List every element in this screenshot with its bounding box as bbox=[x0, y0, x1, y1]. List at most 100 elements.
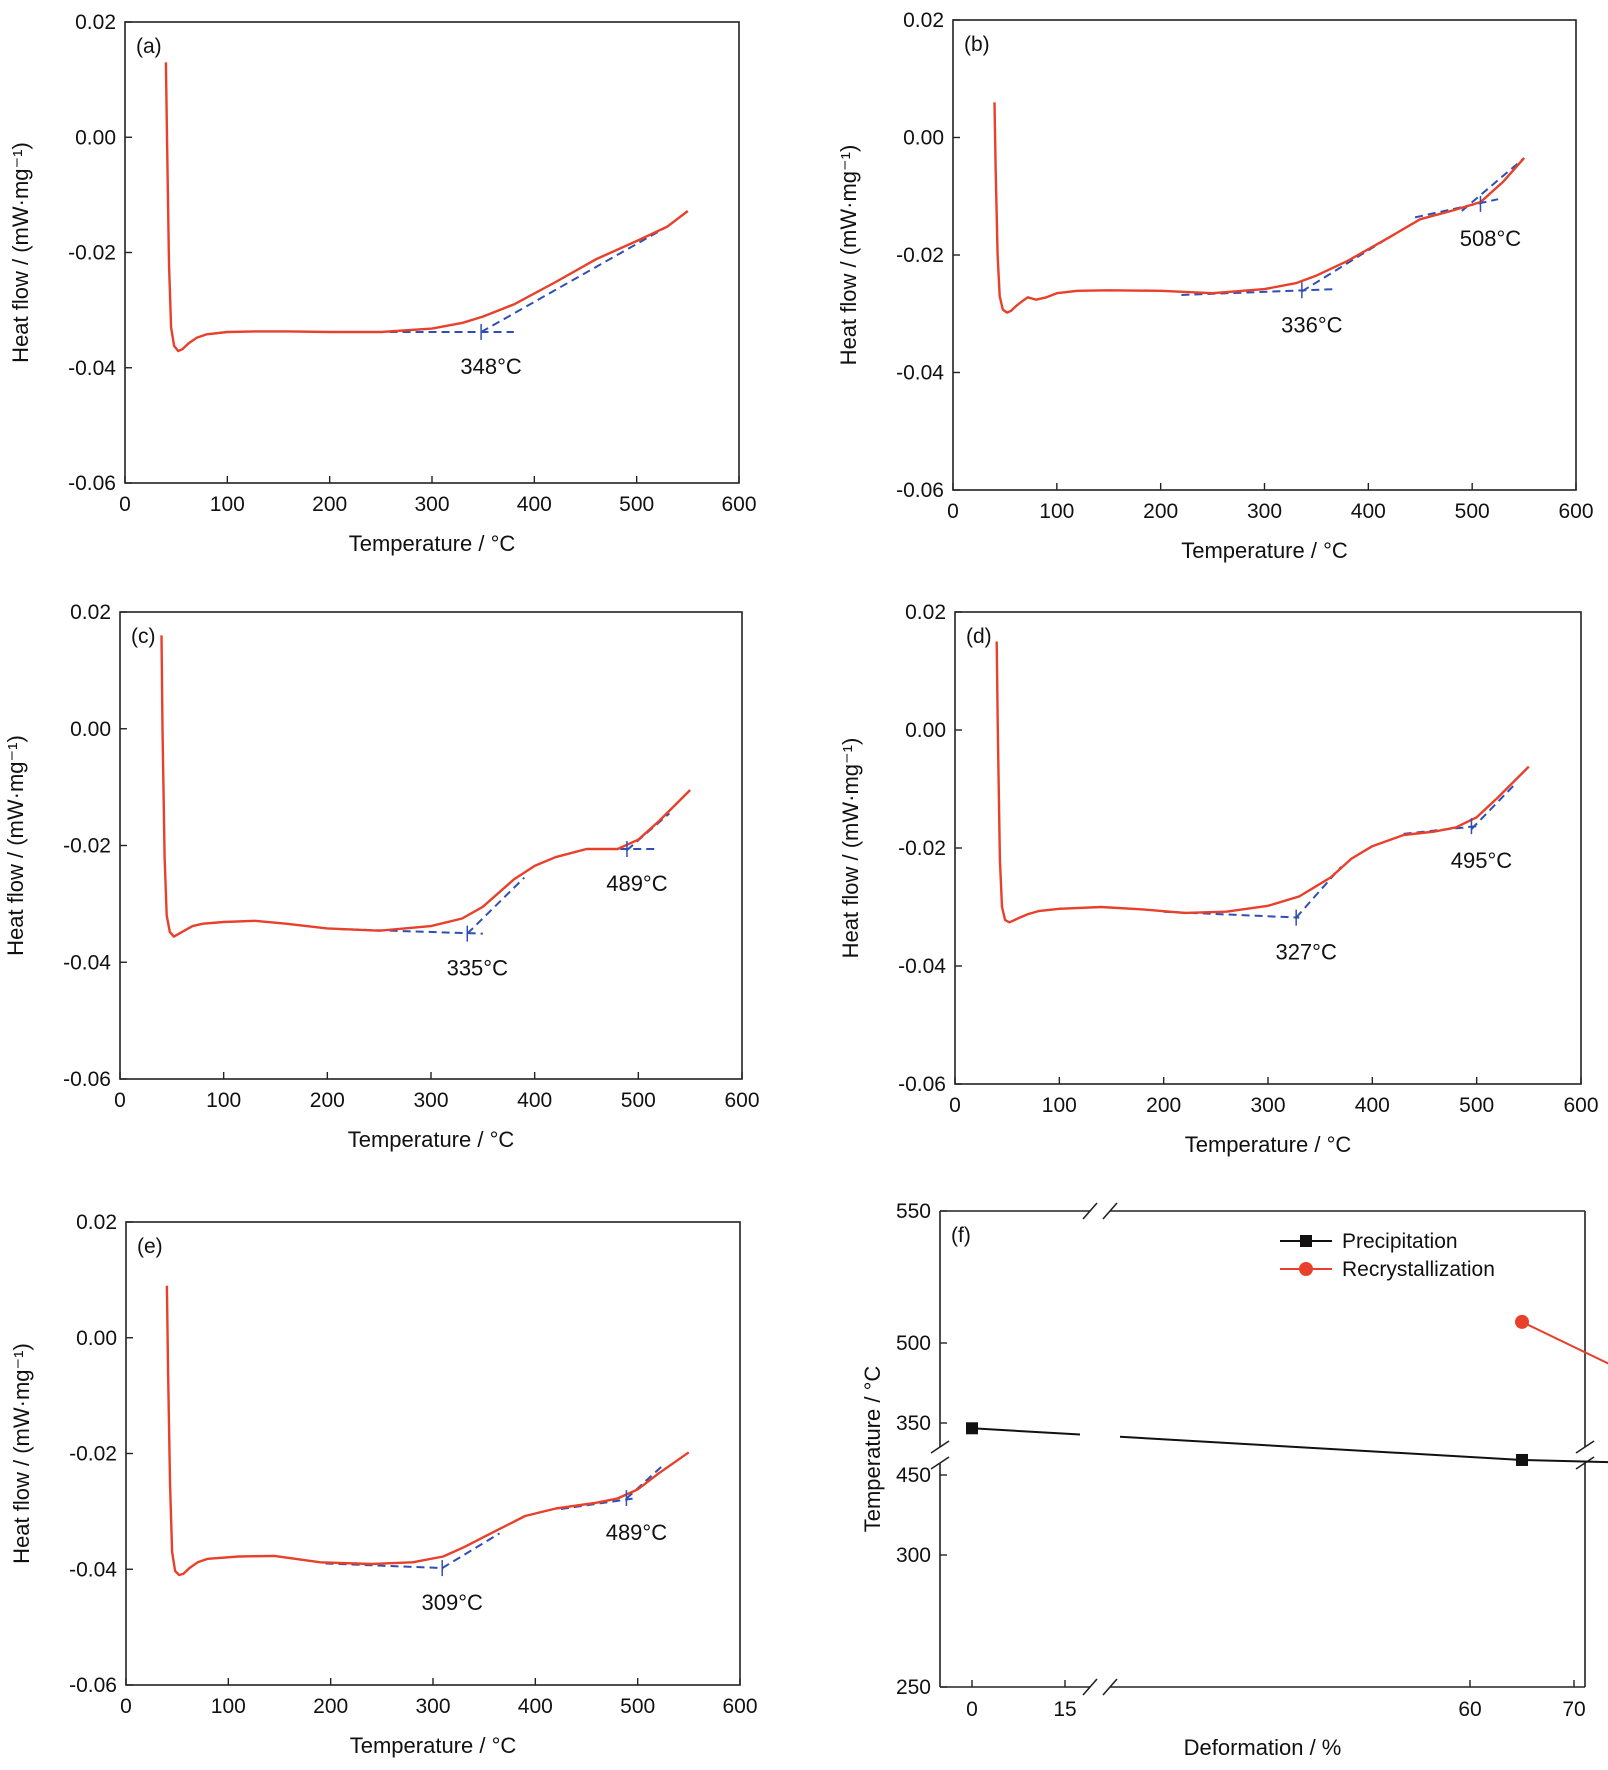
x-tick-label: 300 bbox=[1250, 1094, 1285, 1117]
y-tick-label: 300 bbox=[896, 1544, 931, 1567]
onset-label: 309°C bbox=[422, 1590, 484, 1615]
tangent-line bbox=[466, 876, 526, 935]
y-tick-label: 0.00 bbox=[76, 1327, 117, 1350]
heat-flow-curve bbox=[995, 641, 1530, 924]
y-axis-label: Heat flow / (mW·mg⁻¹) bbox=[9, 1343, 34, 1564]
panel-b: 0 100 200 300 400 500 600 0.02 0.00 -0.02 -0.04 -0.… bbox=[836, 9, 1594, 563]
y-tick-label: -0.04 bbox=[898, 955, 946, 978]
heat-flow-curve bbox=[165, 1285, 690, 1577]
axis-break-mark bbox=[930, 1456, 950, 1470]
axis-break-mark bbox=[1575, 1440, 1595, 1454]
y-tick-label: 350 bbox=[896, 1412, 931, 1435]
x-tick-label: 100 bbox=[206, 1089, 241, 1112]
y-tick-label: -0.04 bbox=[69, 1558, 117, 1581]
x-tick-label: 0 bbox=[119, 493, 131, 516]
x-tick-label: 400 bbox=[518, 1695, 553, 1718]
recrystallization-line bbox=[1521, 1320, 1608, 1365]
x-tick-label: 500 bbox=[619, 493, 654, 516]
heat-flow-curve bbox=[160, 635, 692, 938]
x-tick-label: 200 bbox=[310, 1089, 345, 1112]
tangent-line bbox=[441, 1532, 501, 1569]
legend-marker-precipitation bbox=[1300, 1235, 1312, 1247]
onset-label: 508°C bbox=[1460, 226, 1522, 251]
y-tick-label: 0.02 bbox=[70, 601, 111, 624]
y-axis-label: Heat flow / (mW·mg⁻¹) bbox=[3, 735, 28, 956]
y-tick-label: -0.04 bbox=[896, 362, 944, 385]
axis-break-mark bbox=[1575, 1456, 1595, 1470]
onset-label: 348°C bbox=[460, 354, 522, 379]
y-tick-label: 500 bbox=[896, 1332, 931, 1355]
tangent-line bbox=[337, 927, 483, 935]
y-axis-label: Heat flow / (mW·mg⁻¹) bbox=[838, 738, 863, 959]
panel-label: (f) bbox=[951, 1224, 971, 1247]
y-tick-label: 550 bbox=[896, 1200, 931, 1223]
y-tick-label: 0.00 bbox=[70, 718, 111, 741]
y-tick-label: -0.04 bbox=[68, 357, 116, 380]
y-tick-label: 450 bbox=[896, 1464, 931, 1487]
tangent-line bbox=[1163, 910, 1300, 919]
y-tick-label: 250 bbox=[896, 1676, 931, 1699]
y-tick-label: 0.02 bbox=[76, 1211, 117, 1234]
y-tick-label: -0.02 bbox=[69, 1443, 117, 1466]
x-tick-label: 400 bbox=[1351, 500, 1386, 523]
x-tick-label: 600 bbox=[721, 493, 756, 516]
panel-label: (d) bbox=[966, 625, 992, 648]
x-tick-label: 0 bbox=[949, 1094, 961, 1117]
y-tick-label: -0.02 bbox=[896, 244, 944, 267]
x-tick-label: 100 bbox=[211, 1695, 246, 1718]
onset-label: 489°C bbox=[606, 871, 668, 896]
panel-d: 0 100 200 300 400 500 600 0.02 0.00 -0.02 -0.04 -0.… bbox=[838, 601, 1599, 1157]
plot-frame bbox=[119, 611, 743, 1080]
x-tick-label: 500 bbox=[621, 1089, 656, 1112]
x-tick-label: 300 bbox=[414, 493, 449, 516]
axis-break-mark bbox=[1082, 1678, 1098, 1696]
legend-marker-recrystallization bbox=[1299, 1262, 1313, 1276]
precipitation-line bbox=[1119, 1435, 1608, 1464]
heat-flow-curve bbox=[993, 102, 1525, 314]
x-tick-label: 500 bbox=[1455, 500, 1490, 523]
plot-frame bbox=[125, 1221, 741, 1686]
panel-e: 0 100 200 300 400 500 600 0.02 0.00 -0.02 -0.04 -0.… bbox=[9, 1211, 758, 1758]
y-tick-label: -0.02 bbox=[898, 837, 946, 860]
x-tick-label: 500 bbox=[620, 1695, 655, 1718]
x-tick-label: 400 bbox=[517, 493, 552, 516]
x-tick-label: 200 bbox=[1146, 1094, 1181, 1117]
axis-break-mark bbox=[1102, 1678, 1118, 1696]
y-tick-label: 0.02 bbox=[75, 11, 116, 34]
axis-break-mark bbox=[1082, 1202, 1098, 1220]
x-tick-label: 60 bbox=[1458, 1698, 1481, 1721]
x-tick-label: 600 bbox=[724, 1089, 759, 1112]
precipitation-line bbox=[971, 1427, 1081, 1436]
x-axis-label: Temperature / °C bbox=[1181, 538, 1348, 563]
x-tick-label: 300 bbox=[413, 1089, 448, 1112]
y-tick-label: 0.02 bbox=[905, 601, 946, 624]
y-axis-label: Temperature / °C bbox=[860, 1366, 885, 1533]
x-tick-label: 200 bbox=[1143, 500, 1178, 523]
x-axis-label: Temperature / °C bbox=[1185, 1132, 1352, 1157]
y-tick-label: -0.06 bbox=[63, 1068, 111, 1091]
x-tick-label: 70 bbox=[1562, 1698, 1585, 1721]
onset-label: 336°C bbox=[1281, 312, 1343, 337]
y-tick-label: -0.06 bbox=[898, 1073, 946, 1096]
x-tick-label: 600 bbox=[1563, 1094, 1598, 1117]
axis-break-mark bbox=[1102, 1202, 1118, 1220]
x-tick-label: 15 bbox=[1053, 1698, 1076, 1721]
precipitation-point bbox=[1516, 1453, 1528, 1466]
recrystallization-point bbox=[1515, 1314, 1529, 1329]
x-axis-label: Temperature / °C bbox=[349, 531, 516, 556]
y-tick-label: -0.06 bbox=[896, 479, 944, 502]
precipitation-point bbox=[966, 1422, 978, 1435]
tangent-line bbox=[625, 1464, 664, 1500]
legend-label-precipitation: Precipitation bbox=[1342, 1230, 1458, 1253]
panel-f: 01560708090100250300350450500550Deformat… bbox=[860, 1200, 1608, 1760]
y-tick-label: -0.06 bbox=[69, 1674, 117, 1697]
y-tick-label: -0.02 bbox=[68, 242, 116, 265]
x-tick-label: 0 bbox=[966, 1698, 978, 1721]
panel-label: (e) bbox=[137, 1235, 163, 1258]
x-tick-label: 100 bbox=[1039, 500, 1074, 523]
plot-frame bbox=[124, 21, 740, 484]
x-tick-label: 600 bbox=[722, 1695, 757, 1718]
y-tick-label: -0.02 bbox=[63, 835, 111, 858]
y-axis-label: Heat flow / (mW·mg⁻¹) bbox=[8, 142, 33, 363]
